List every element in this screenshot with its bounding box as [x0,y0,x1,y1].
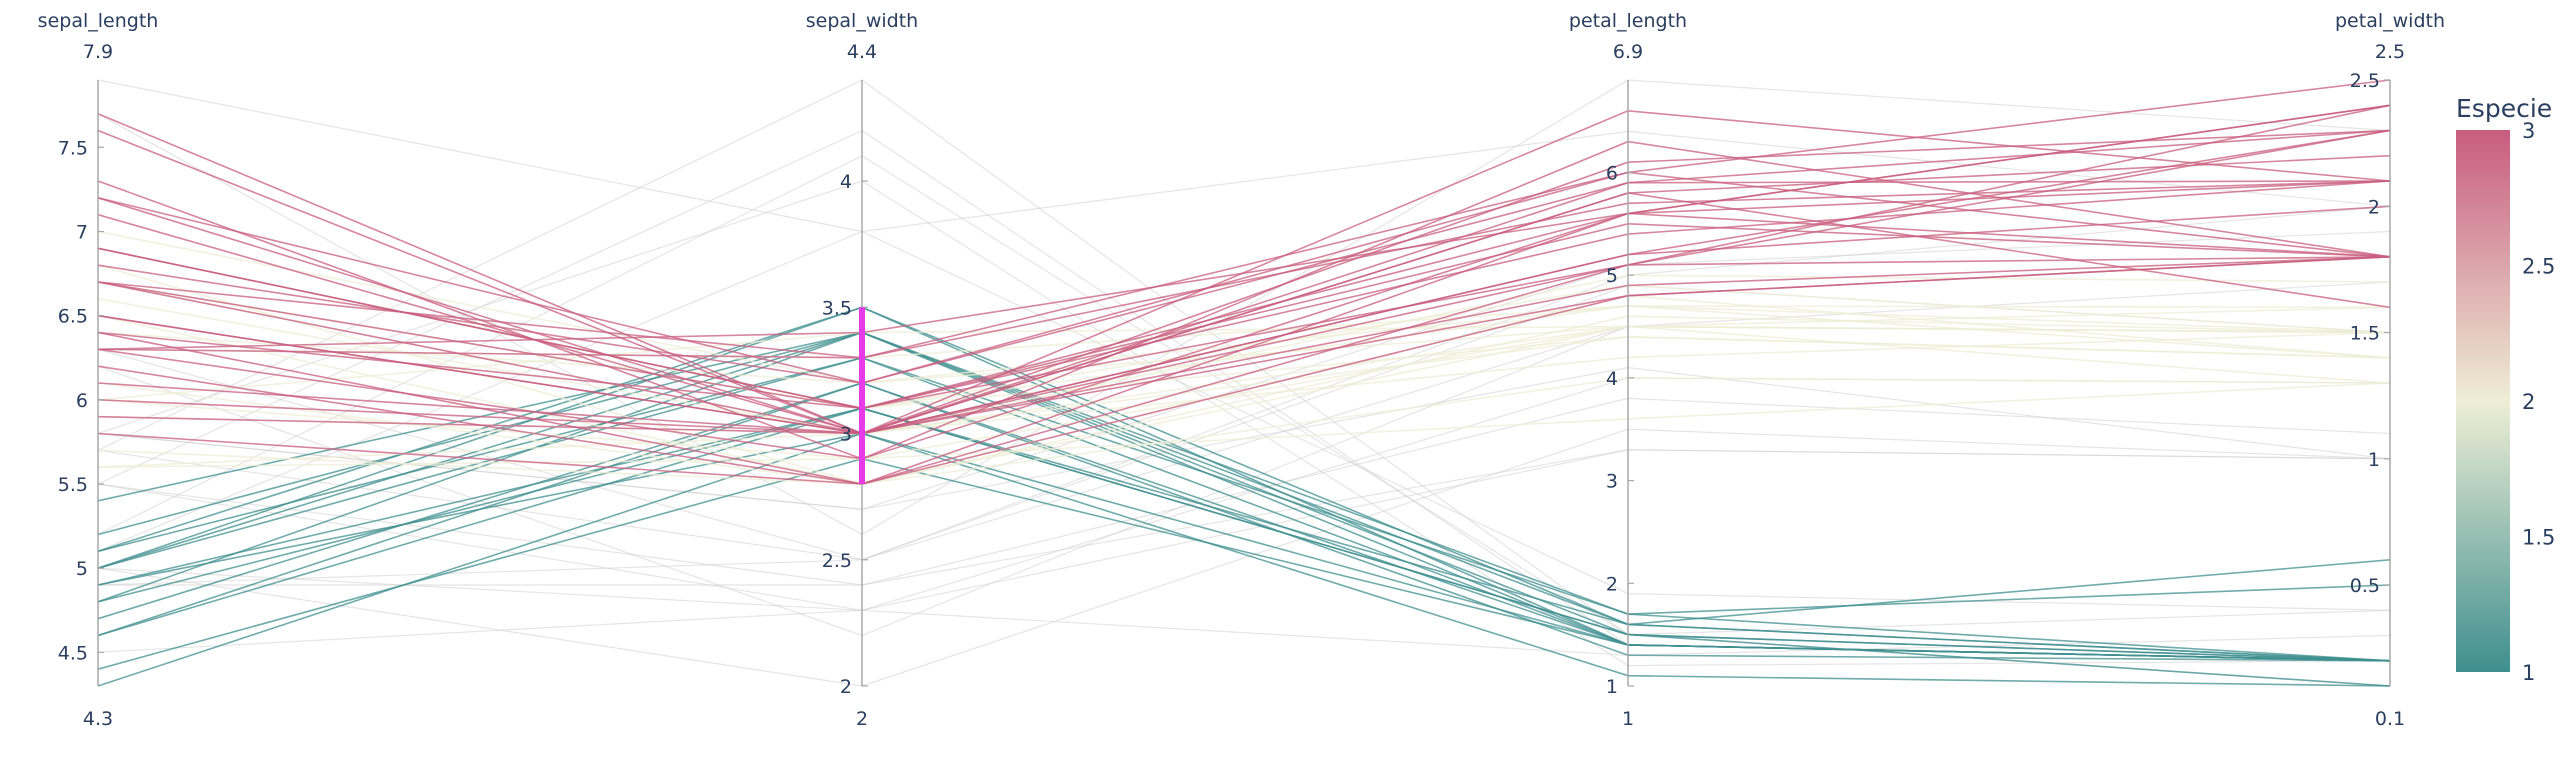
data-line [97,129,2391,410]
colorbar-tick-label: 1.5 [2522,526,2555,550]
data-line [97,104,2391,485]
tick-label: 6 [76,390,88,412]
data-line [97,382,2391,662]
data-line [97,331,2391,662]
axis-min-label: 4.3 [83,708,113,730]
tick-label: 5 [76,558,88,580]
data-line [97,377,2391,611]
data-line [97,449,2391,611]
tick-label: 6 [1606,162,1618,184]
axis-max-label: 6.9 [1613,41,1643,63]
data-line [97,79,2391,233]
tick-label: 3.5 [822,297,852,319]
axis-petal_width[interactable]: petal_width 2.5 0.1 0.5 1 1.5 2 2.5 [2335,10,2445,730]
colorbar-title: Especie [2456,94,2552,123]
data-line [97,205,2391,561]
axis-min-label: 2 [856,708,868,730]
data-line [97,432,2391,687]
tick-label: 0.5 [2350,575,2380,597]
tick-label: 2.5 [2350,70,2380,92]
axis-title: sepal_length [38,10,159,32]
data-line [97,192,2391,435]
tick-label: 2 [2368,196,2380,218]
data-line [97,230,2391,510]
data-line [97,222,2391,410]
data-line [97,407,2391,687]
data-line [97,281,2391,586]
data-line [97,407,2391,662]
data-line [97,314,2391,485]
tick-label: 1 [1606,676,1618,698]
axis-max-label: 4.4 [847,41,877,63]
axis-min-label: 0.1 [2375,708,2405,730]
axes: sepal_length 7.9 4.3 4.5 5 5.5 6 6.5 7 7.5 sepal_w… [38,10,2445,730]
tick-label: 4.5 [58,642,88,664]
axis-title: petal_width [2335,10,2445,32]
tick-label: 1.5 [2350,323,2380,345]
axis-sepal_width[interactable]: sepal_width 4.4 22 2.5 3 3.5 4 [806,10,918,730]
data-line [97,306,2391,401]
colorbar-tick-label: 2 [2522,390,2535,414]
tick-label: 7 [76,222,88,244]
axis-title: sepal_width [806,10,918,32]
data-line [97,377,2391,485]
data-line [97,171,2391,384]
data-line [97,306,2391,626]
colorbar-tick-label: 3 [2522,119,2535,143]
data-line [97,155,2391,687]
data-line [97,79,2391,359]
data-line [97,129,2391,384]
tick-label: 5.5 [58,474,88,496]
data-line [97,428,2391,687]
data-line [97,129,2391,435]
data-line [97,325,2391,485]
data-line [97,230,2391,611]
data-line [97,256,2391,435]
data-line [97,331,2391,662]
data-line [97,256,2391,485]
axis-min-label: 1 [1622,708,1634,730]
axis-max-label: 7.9 [83,41,113,63]
data-line [97,325,2391,468]
data-line [97,331,2391,662]
data-line [97,256,2391,435]
data-line [97,356,2391,662]
colorbar-tick-label: 2.5 [2522,255,2555,279]
axis-petal_length[interactable]: petal_length 6.9 11 2 3 4 5 6 [1569,10,1687,730]
data-line [97,356,2391,615]
tick-label: 4 [840,171,852,193]
data-lines [97,79,2391,687]
tick-label: 5 [1606,265,1618,287]
tick-label: 6.5 [58,306,88,328]
axis-sepal_length[interactable]: sepal_length 7.9 4.3 4.5 5 5.5 6 6.5 7 7.5 [38,10,159,730]
tick-label: 1 [2368,449,2380,471]
colorbar: Especie 1 1.5 2 2.5 3 [2456,94,2555,685]
tick-label: 4 [1606,368,1618,390]
data-line [97,609,2391,656]
axis-title: petal_length [1569,10,1687,32]
tick-label: 7.5 [58,137,88,159]
tick-label: 2 [840,676,852,698]
tick-label: 2 [1606,573,1618,595]
data-line [97,331,2391,662]
data-line [97,205,2391,435]
axis-max-label: 2.5 [2375,41,2405,63]
data-line [97,397,2391,586]
data-line [97,382,2391,468]
tick-label: 3 [840,424,852,446]
tick-label: 2.5 [822,550,852,572]
tick-label: 3 [1606,471,1618,493]
data-line [97,104,2391,410]
colorbar-tick-label: 1 [2522,661,2535,685]
data-line [97,457,2391,670]
constraint-range-bar[interactable] [859,307,865,484]
data-line [97,407,2391,662]
data-line [97,112,2391,435]
colorbar-gradient [2456,130,2510,672]
